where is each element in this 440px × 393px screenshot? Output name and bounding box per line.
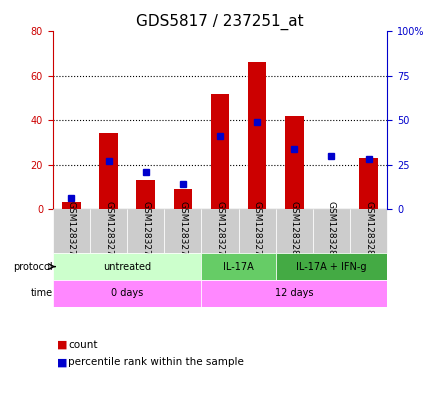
FancyBboxPatch shape	[53, 280, 202, 307]
FancyBboxPatch shape	[276, 253, 387, 280]
Text: 0 days: 0 days	[111, 288, 143, 298]
FancyBboxPatch shape	[202, 209, 238, 253]
Text: GSM1283280: GSM1283280	[290, 201, 299, 261]
Bar	[62, 202, 81, 209]
Bar	[173, 189, 192, 209]
FancyBboxPatch shape	[276, 209, 313, 253]
Bar	[248, 62, 267, 209]
FancyBboxPatch shape	[313, 209, 350, 253]
Text: GSM1283275: GSM1283275	[104, 201, 113, 261]
Title: GDS5817 / 237251_at: GDS5817 / 237251_at	[136, 14, 304, 30]
Text: GSM1283277: GSM1283277	[178, 201, 187, 261]
Text: GSM1283274: GSM1283274	[67, 201, 76, 261]
Text: GSM1283282: GSM1283282	[364, 201, 373, 261]
Text: GSM1283281: GSM1283281	[327, 201, 336, 261]
Text: ■: ■	[57, 358, 68, 367]
Bar	[136, 180, 155, 209]
Text: protocol: protocol	[13, 262, 53, 272]
FancyBboxPatch shape	[202, 280, 387, 307]
Text: IL-17A: IL-17A	[223, 262, 254, 272]
FancyBboxPatch shape	[202, 253, 276, 280]
FancyBboxPatch shape	[53, 253, 202, 280]
FancyBboxPatch shape	[164, 209, 202, 253]
Text: 12 days: 12 days	[275, 288, 314, 298]
Text: GSM1283276: GSM1283276	[141, 201, 150, 261]
FancyBboxPatch shape	[350, 209, 387, 253]
FancyBboxPatch shape	[90, 209, 127, 253]
Text: GSM1283279: GSM1283279	[253, 201, 262, 261]
Text: ■: ■	[57, 340, 68, 350]
Text: IL-17A + IFN-g: IL-17A + IFN-g	[296, 262, 367, 272]
Text: percentile rank within the sample: percentile rank within the sample	[68, 358, 244, 367]
Bar	[211, 94, 229, 209]
Text: GSM1283278: GSM1283278	[216, 201, 224, 261]
Text: time: time	[31, 288, 53, 298]
FancyBboxPatch shape	[127, 209, 164, 253]
FancyBboxPatch shape	[53, 209, 90, 253]
Bar	[285, 116, 304, 209]
FancyBboxPatch shape	[238, 209, 276, 253]
Bar	[359, 158, 378, 209]
Bar	[99, 134, 118, 209]
Text: untreated: untreated	[103, 262, 151, 272]
Text: count: count	[68, 340, 98, 350]
